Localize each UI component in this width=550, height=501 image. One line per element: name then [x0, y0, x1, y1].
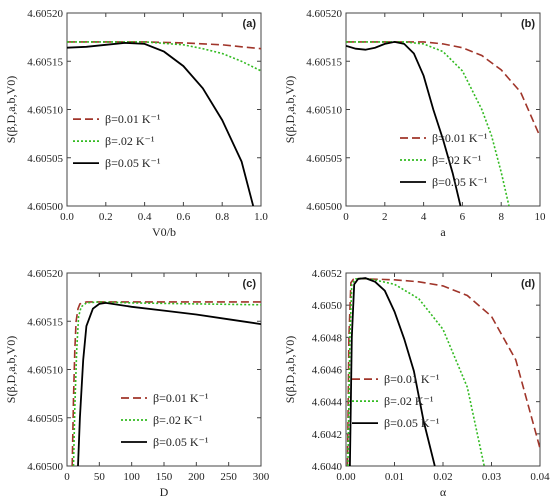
- panel-label: (b): [521, 18, 535, 30]
- legend-entry: β=0.01 K⁻¹: [153, 391, 209, 405]
- y-tick-label: 4.60510: [27, 105, 63, 117]
- panel-label: (c): [243, 278, 257, 290]
- x-tick-label: 0.6: [177, 211, 191, 223]
- series-line-3: [77, 301, 261, 466]
- x-tick-label: 0: [343, 211, 349, 223]
- y-tick-label: 4.60520: [27, 8, 63, 20]
- series-line-2: [347, 277, 485, 466]
- legend: β=0.01 K⁻¹ β=.02 K⁻¹ β=0.05 K⁻¹: [352, 372, 440, 430]
- y-tick-label: 4.60520: [27, 268, 63, 280]
- y-tick-label: 4.6052: [312, 268, 342, 280]
- x-tick-label: 0.2: [99, 211, 113, 223]
- y-tick-label: 4.60505: [306, 153, 342, 165]
- legend-entry: β=.02 K⁻¹: [384, 394, 434, 408]
- x-tick-label: 0.01: [385, 471, 404, 483]
- y-tick-label: 4.6046: [312, 365, 343, 377]
- x-tick-label: 0.04: [530, 471, 550, 483]
- x-tick-label: 0.0: [60, 211, 74, 223]
- y-tick-label: 4.60505: [27, 413, 63, 425]
- y-tick-label: 4.60515: [27, 56, 63, 68]
- y-tick-label: 4.6044: [312, 397, 343, 409]
- series-line-1: [346, 41, 540, 137]
- x-axis-label: α: [440, 485, 447, 499]
- y-tick-label: 4.60515: [27, 316, 63, 328]
- chart-panel-1: 0.0 0.2 0.4 0.6 0.8 1.0 4.60500 4.60505 4.60510 4…: [4, 8, 268, 239]
- legend-entry: β=0.01 K⁻¹: [432, 131, 488, 145]
- x-tick-label: 1.0: [254, 211, 268, 223]
- x-tick-label: 300: [253, 471, 270, 483]
- y-axis-label: S(β,D,a,b,V0): [4, 76, 18, 143]
- x-tick-label: 250: [220, 471, 237, 483]
- legend-entry: β=0.01 K⁻¹: [384, 372, 440, 386]
- y-tick-label: 4.60500: [27, 201, 63, 213]
- legend-entry: β=0.05 K⁻¹: [153, 435, 209, 449]
- x-tick-label: 0.8: [215, 211, 229, 223]
- legend: β=0.01 K⁻¹ β=.02 K⁻¹ β=0.05 K⁻¹: [121, 391, 209, 449]
- legend-entry: β=.02 K⁻¹: [153, 413, 203, 427]
- series-line-3: [67, 41, 255, 206]
- y-tick-label: 4.6050: [312, 300, 343, 312]
- y-axis-label: S(β,D,a,b,V0): [283, 336, 297, 403]
- legend-entry: β=0.05 K⁻¹: [432, 175, 488, 189]
- y-tick-label: 4.60510: [27, 365, 63, 377]
- plot-frame: [345, 272, 541, 467]
- legend-entry: β=0.01 K⁻¹: [105, 112, 161, 126]
- x-axis-label: a: [440, 225, 446, 239]
- legend: β=0.01 K⁻¹ β=.02 K⁻¹ β=0.05 K⁻¹: [400, 131, 488, 189]
- x-axis-label: V0/b: [152, 225, 176, 239]
- y-tick-label: 4.60515: [306, 56, 342, 68]
- x-tick-label: 0.03: [482, 471, 502, 483]
- series-line-1: [71, 301, 261, 466]
- series-line-1: [346, 277, 540, 466]
- y-axis-label: S(β,D,a,b,V0): [283, 76, 297, 143]
- chart-panel-3: 0 50 100 150 200 250 300 4.60500 4.60505 4.60510 4…: [4, 268, 270, 499]
- x-tick-label: 150: [156, 471, 173, 483]
- x-tick-label: 0.00: [336, 471, 356, 483]
- x-tick-label: 2: [382, 211, 388, 223]
- legend-entry: β=.02 K⁻¹: [105, 134, 155, 148]
- x-tick-label: 100: [123, 471, 140, 483]
- x-axis-label: D: [160, 485, 169, 499]
- legend-entry: β=0.05 K⁻¹: [384, 416, 440, 430]
- y-tick-label: 4.6040: [312, 461, 343, 473]
- x-tick-label: 200: [188, 471, 205, 483]
- series-line-3: [346, 40, 462, 206]
- y-tick-label: 4.60510: [306, 105, 342, 117]
- x-tick-label: 0: [64, 471, 70, 483]
- panel-label: (a): [243, 18, 257, 30]
- y-axis-label: S(β,D,a,b,V0): [4, 336, 18, 403]
- series-line-2: [67, 41, 261, 72]
- y-tick-label: 4.60500: [306, 201, 342, 213]
- series-line-1: [67, 41, 261, 50]
- x-tick-label: 0.02: [433, 471, 452, 483]
- y-tick-label: 4.6042: [312, 429, 342, 441]
- panel-label: (d): [521, 278, 535, 290]
- y-tick-label: 4.60520: [306, 8, 342, 20]
- x-tick-label: 6: [460, 211, 466, 223]
- legend-entry: β=0.05 K⁻¹: [105, 156, 161, 170]
- chart-panel-2: 0 2 4 6 8 10 4.60500 4.60505 4.60510 4.60515 4.605…: [283, 8, 546, 239]
- x-tick-label: 0.4: [138, 211, 152, 223]
- series-line-3: [349, 277, 436, 466]
- x-tick-label: 8: [498, 211, 504, 223]
- chart-panel-4: 0.00 0.01 0.02 0.03 0.04 4.6040 4.6042 4.6044 4.…: [283, 268, 550, 499]
- x-tick-label: 4: [421, 211, 427, 223]
- y-tick-label: 4.6048: [312, 332, 343, 344]
- y-tick-label: 4.60500: [27, 461, 63, 473]
- x-tick-label: 10: [535, 211, 547, 223]
- x-tick-label: 50: [94, 471, 106, 483]
- legend-entry: β=.02 K⁻¹: [432, 153, 482, 167]
- y-tick-label: 4.60505: [27, 153, 63, 165]
- legend: β=0.01 K⁻¹ β=.02 K⁻¹ β=0.05 K⁻¹: [73, 112, 161, 170]
